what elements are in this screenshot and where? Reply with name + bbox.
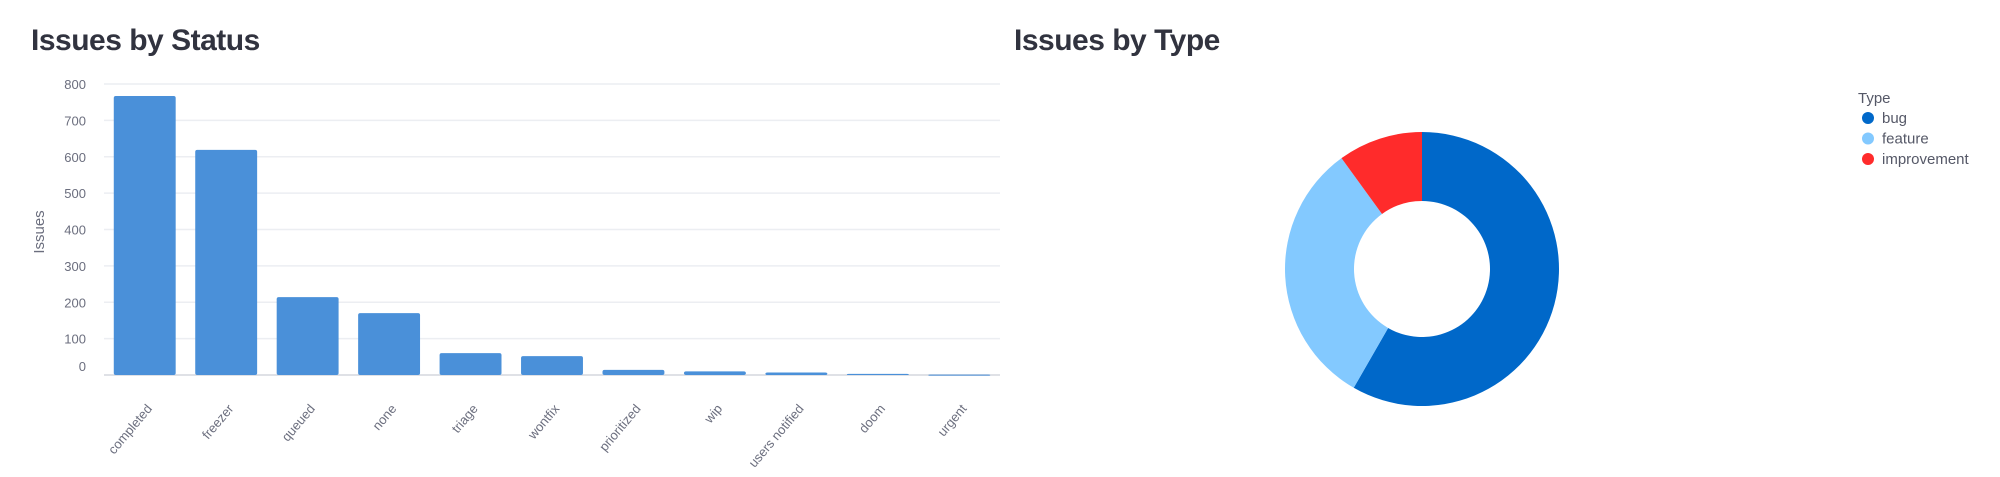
bar-urgent[interactable] [928, 374, 991, 376]
x-tick-label: freezer [199, 401, 237, 442]
x-tick-label: queued [279, 401, 318, 444]
x-tick-label: none [369, 401, 399, 433]
slice-feature[interactable] [1284, 158, 1389, 388]
y-tick-label: 0 [79, 359, 86, 374]
bar-prioritized[interactable] [602, 369, 665, 375]
donut-chart [1284, 132, 1559, 406]
y-tick-label: 600 [64, 150, 86, 165]
slice-bug[interactable] [1353, 132, 1559, 406]
bar-doom[interactable] [846, 373, 909, 375]
bar-wontfix[interactable] [521, 356, 583, 375]
x-tick-label: users notified [745, 401, 806, 470]
y-tick-label: 100 [64, 332, 86, 347]
x-tick-label: urgent [934, 401, 969, 439]
y-axis-label: Issues [31, 210, 48, 253]
x-tick-label: wip [701, 401, 726, 426]
bar-chart-title: Issues by Status [31, 24, 260, 57]
bar-freezer[interactable] [195, 149, 258, 375]
bar-users-notified[interactable] [765, 372, 828, 375]
legend-marker-improvement [1862, 153, 1874, 165]
donut-chart-title: Issues by Type [1014, 24, 1220, 57]
bar-y-ticks: 0 100 200 300 400 500 600 700 800 [64, 77, 86, 374]
y-tick-label: 200 [64, 295, 86, 310]
bar-triage[interactable] [439, 353, 502, 375]
x-tick-label: doom [856, 401, 888, 436]
x-tick-label: wontfix [524, 401, 562, 443]
y-tick-label: 500 [64, 186, 86, 201]
bar-x-ticks: completed freezer queued none triage wontfix p… [105, 401, 970, 470]
legend-marker-bug [1862, 112, 1874, 124]
legend-item-feature[interactable]: feature [1882, 131, 1929, 148]
legend-item-bug[interactable]: bug [1882, 110, 1907, 127]
bars [113, 96, 991, 376]
legend: bug feature improvement [1862, 110, 1970, 168]
bar-queued[interactable] [276, 297, 339, 375]
legend-title: Type [1858, 90, 1891, 107]
y-tick-label: 400 [64, 223, 86, 238]
x-tick-label: completed [105, 401, 155, 457]
slice-improvement[interactable] [1341, 132, 1422, 214]
bar-none[interactable] [358, 313, 421, 375]
bar-wip[interactable] [683, 371, 746, 375]
y-tick-label: 300 [64, 259, 86, 274]
x-tick-label: prioritized [596, 401, 644, 454]
bar-completed[interactable] [113, 96, 176, 375]
legend-item-improvement[interactable]: improvement [1882, 151, 1970, 168]
x-tick-label: triage [448, 401, 480, 436]
legend-marker-feature [1862, 132, 1874, 145]
y-tick-label: 700 [64, 113, 86, 128]
y-tick-label: 800 [64, 77, 86, 92]
